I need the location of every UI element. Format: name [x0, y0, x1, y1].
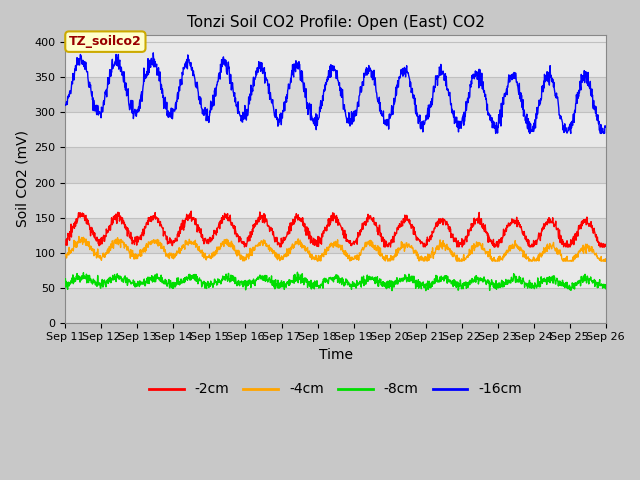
Bar [65, 252, 605, 288]
Text: TZ_soilco2: TZ_soilco2 [69, 35, 141, 48]
Bar [65, 42, 605, 77]
Bar [65, 147, 605, 182]
X-axis label: Time: Time [319, 348, 353, 362]
Y-axis label: Soil CO2 (mV): Soil CO2 (mV) [15, 131, 29, 228]
Legend: -2cm, -4cm, -8cm, -16cm: -2cm, -4cm, -8cm, -16cm [143, 377, 527, 402]
Bar [65, 182, 605, 217]
Bar [65, 217, 605, 252]
Bar [65, 288, 605, 323]
Title: Tonzi Soil CO2 Profile: Open (East) CO2: Tonzi Soil CO2 Profile: Open (East) CO2 [187, 15, 484, 30]
Bar [65, 77, 605, 112]
Bar [65, 112, 605, 147]
